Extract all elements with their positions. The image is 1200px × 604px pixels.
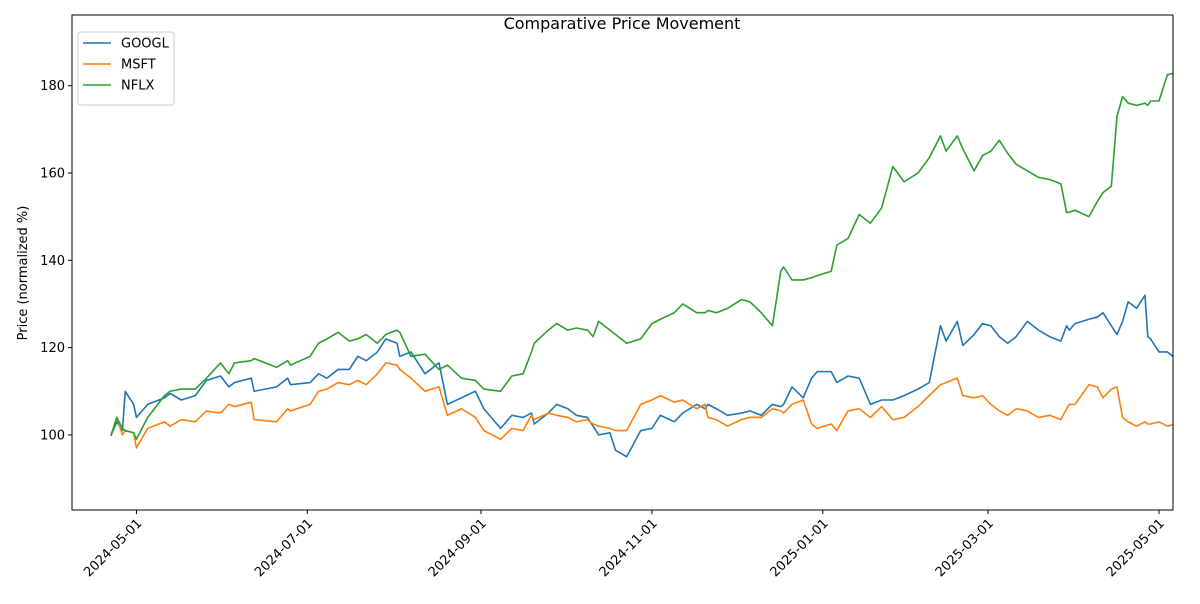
x-axis: 2024-05-01 2024-07-01 2024-09-01 2024-11-01… [81,510,1168,580]
x-tick-label: 2024-11-01 [597,516,661,580]
x-tick-label: 2024-09-01 [426,516,490,580]
y-tick-label: 120 [40,341,65,356]
y-axis-label: Price (normalized %) [16,206,31,341]
series-line-msft [110,362,1173,449]
legend: GOOGL MSFT NFLX [77,31,175,106]
x-tick-label: 2025-05-01 [1104,516,1168,580]
y-tick-label: 160 [40,167,65,182]
legend-label-googl: GOOGL [121,37,170,52]
legend-box [77,31,175,106]
y-tick-label: 100 [40,428,65,443]
legend-label-nflx: NFLX [121,79,154,94]
series-layer [110,72,1173,458]
x-tick-label: 2024-07-01 [252,516,316,580]
series-line-nflx [110,72,1173,441]
x-tick-label: 2025-03-01 [933,516,997,580]
x-tick-label: 2024-05-01 [81,516,145,580]
chart-title: Comparative Price Movement [504,14,741,33]
y-axis: 100 120 140 160 180 [40,79,72,443]
plot-frame [71,14,1174,511]
series-line-googl [110,294,1173,458]
legend-label-msft: MSFT [121,58,156,73]
y-tick-label: 140 [40,254,65,269]
x-tick-label: 2025-01-01 [768,516,832,580]
y-tick-label: 180 [40,79,65,94]
